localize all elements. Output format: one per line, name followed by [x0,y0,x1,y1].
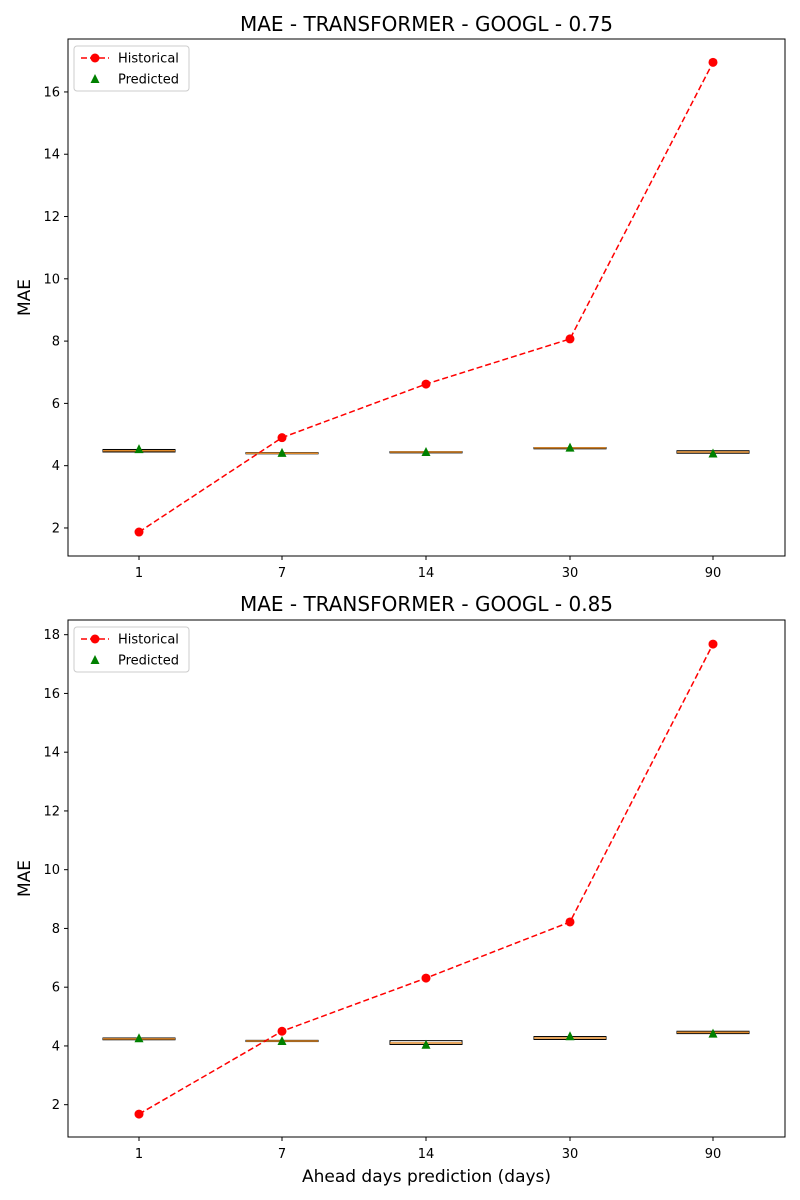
y-tick-label: 14 [43,148,60,163]
x-tick-label: 1 [135,1147,143,1162]
plot-frame [67,619,786,1138]
predicted-point [565,442,575,452]
chart-bottom: MAE - TRANSFORMER - GOOGL - 0.85 2 4 6 8 10 12… [15,592,786,1187]
y-tick-label: 10 [43,863,60,878]
legend-predicted-label: Predicted [118,73,179,88]
y-axis-label: MAE [15,860,35,897]
predicted-point [708,448,718,458]
x-tick-label: 90 [705,566,722,581]
historical-point [565,334,575,344]
legend-predicted-marker [90,74,100,83]
y-tick-label: 18 [43,628,60,643]
historical-point [565,917,575,927]
historical-point [708,639,718,649]
legend-predicted-marker [90,655,100,664]
legend: Historical Predicted [73,626,190,673]
x-tick-label: 30 [562,1147,579,1162]
legend: Historical Predicted [73,45,190,92]
legend-historical-label: Historical [118,52,179,67]
legend-historical-marker [90,634,100,644]
x-tick-label: 7 [278,566,286,581]
historical-point [134,1109,144,1119]
y-tick-label: 8 [52,922,60,937]
chart-top: MAE - TRANSFORMER - GOOGL - 0.75 2 4 6 8 10 12… [15,12,786,581]
y-axis-label: MAE [15,279,35,316]
y-tick-label: 6 [52,981,60,996]
y-tick-label: 6 [52,397,60,412]
historical-point [708,57,718,67]
historical-point [134,527,144,537]
y-tick-label: 12 [43,804,60,819]
predicted-point [565,1031,575,1041]
y-tick-label: 2 [52,1098,60,1113]
predicted-point [134,1033,144,1043]
x-tick-label: 14 [418,566,435,581]
predicted-point [421,446,431,456]
legend-historical-label: Historical [118,633,179,648]
plot-frame [67,38,786,557]
predicted-point [134,444,144,454]
y-tick-label: 16 [43,687,60,702]
y-tick-label: 8 [52,335,60,350]
x-tick-label: 7 [278,1147,286,1162]
x-tick-label: 90 [705,1147,722,1162]
x-tick-label: 14 [418,1147,435,1162]
predicted-point [421,1039,431,1049]
legend-predicted-label: Predicted [118,654,179,669]
chart-title: MAE - TRANSFORMER - GOOGL - 0.85 [240,592,613,616]
y-tick-label: 12 [43,210,60,225]
x-axis-label: Ahead days prediction (days) [302,1167,551,1187]
historical-point [421,379,431,389]
y-tick-label: 2 [52,521,60,536]
x-tick-label: 1 [135,566,143,581]
y-tick-label: 14 [43,746,60,761]
chart-title: MAE - TRANSFORMER - GOOGL - 0.75 [240,12,613,36]
predicted-point [708,1028,718,1038]
historical-point [277,433,287,443]
y-tick-label: 4 [52,459,60,474]
predicted-point [277,1035,287,1045]
historical-point [277,1026,287,1036]
x-tick-label: 30 [562,566,579,581]
predicted-point [277,447,287,457]
y-tick-label: 4 [52,1039,60,1054]
y-tick-label: 16 [43,85,60,100]
historical-point [421,973,431,983]
y-tick-label: 10 [43,272,60,287]
legend-historical-marker [90,53,100,63]
